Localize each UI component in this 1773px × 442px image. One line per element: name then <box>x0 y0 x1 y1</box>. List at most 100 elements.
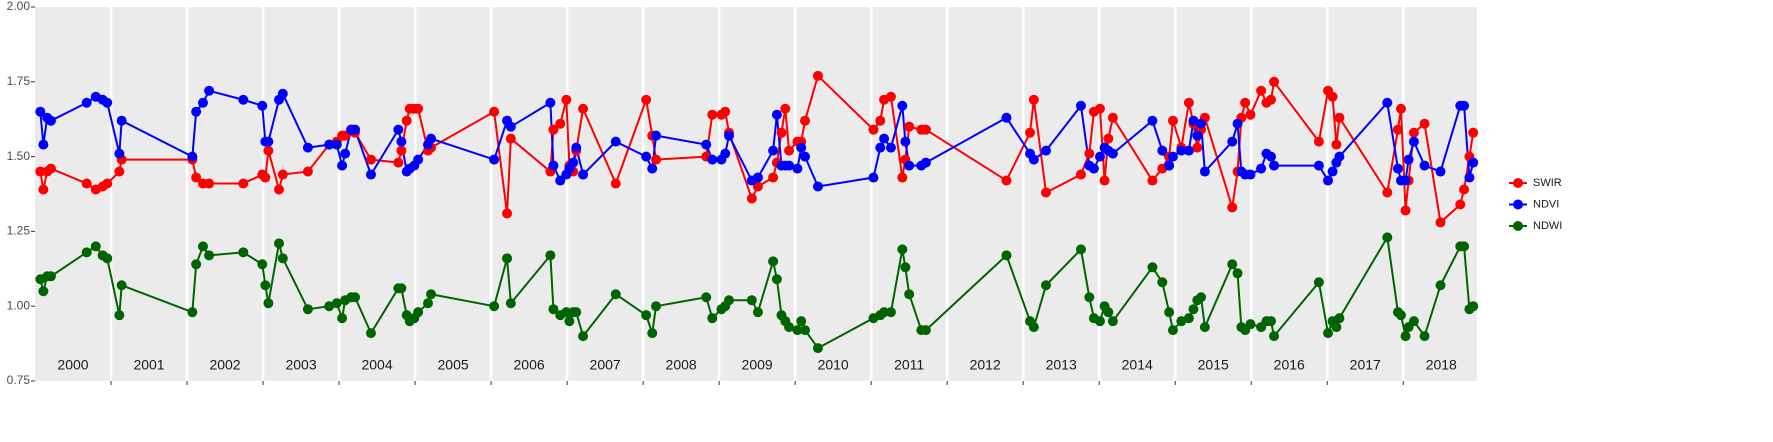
data-point <box>502 208 513 219</box>
data-point <box>1188 115 1199 126</box>
year-label: 2009 <box>742 357 773 373</box>
year-label: 2004 <box>361 357 392 373</box>
data-point <box>897 244 908 255</box>
data-point <box>784 160 795 171</box>
data-point <box>302 142 313 153</box>
data-point <box>792 325 803 336</box>
data-point <box>204 85 215 96</box>
year-label: 2015 <box>1198 357 1229 373</box>
data-point <box>1028 322 1039 333</box>
data-point <box>1256 163 1267 174</box>
data-point <box>1313 136 1324 147</box>
data-point <box>238 94 249 105</box>
data-point <box>1040 145 1051 156</box>
data-point <box>578 103 589 114</box>
data-point <box>426 289 437 300</box>
data-point <box>1323 328 1334 339</box>
data-point <box>578 169 589 180</box>
data-point <box>1232 118 1243 129</box>
data-point <box>812 70 823 81</box>
data-point <box>422 298 433 309</box>
data-point <box>1176 145 1187 156</box>
year-label: 2000 <box>57 357 88 373</box>
data-point <box>812 343 823 354</box>
data-point <box>1419 331 1430 342</box>
data-point <box>1400 331 1411 342</box>
data-point <box>45 115 56 126</box>
data-point <box>1192 130 1203 141</box>
data-point <box>116 115 127 126</box>
data-point <box>1382 97 1393 108</box>
data-point <box>641 151 652 162</box>
year-label: 2002 <box>209 357 240 373</box>
data-point <box>302 304 313 315</box>
year-label: 2001 <box>133 357 164 373</box>
data-point <box>90 241 101 252</box>
data-point <box>1107 316 1118 327</box>
data-point <box>746 193 757 204</box>
data-point <box>413 154 424 165</box>
data-point <box>1094 151 1105 162</box>
data-point <box>571 307 582 318</box>
data-point <box>35 106 46 117</box>
data-point <box>568 157 579 168</box>
data-point <box>81 178 92 189</box>
data-point <box>780 103 791 114</box>
data-point <box>720 106 731 117</box>
data-point <box>1075 169 1086 180</box>
data-point <box>800 151 811 162</box>
data-point <box>1147 175 1158 186</box>
data-point <box>768 145 779 156</box>
data-point <box>426 133 437 144</box>
data-point <box>197 97 208 108</box>
legend-key-point <box>1513 178 1523 188</box>
data-point <box>401 115 412 126</box>
data-point <box>868 124 879 135</box>
data-point <box>707 313 718 324</box>
data-point <box>1001 175 1012 186</box>
data-point <box>114 166 125 177</box>
data-point <box>324 139 335 150</box>
data-point <box>1408 127 1419 138</box>
legend-label: SWIR <box>1533 177 1562 189</box>
data-point <box>365 169 376 180</box>
data-point <box>1334 151 1345 162</box>
data-point <box>548 124 559 135</box>
data-point <box>1199 166 1210 177</box>
data-point <box>1232 268 1243 279</box>
data-point <box>1419 118 1430 129</box>
legend-key-point <box>1513 199 1523 210</box>
data-point <box>505 298 516 309</box>
data-point <box>187 307 198 318</box>
data-point <box>900 136 911 147</box>
data-point <box>610 289 621 300</box>
data-point <box>651 301 662 312</box>
data-point <box>1459 241 1470 252</box>
data-point <box>263 298 274 309</box>
data-point <box>502 253 513 264</box>
data-point <box>1459 100 1470 111</box>
data-point <box>1468 127 1479 138</box>
data-point <box>38 286 49 297</box>
data-point <box>707 154 718 165</box>
data-point <box>396 145 407 156</box>
data-point <box>102 253 113 264</box>
data-point <box>651 130 662 141</box>
data-point <box>768 256 779 267</box>
data-point <box>1088 163 1099 174</box>
data-point <box>1099 175 1110 186</box>
data-point <box>1455 199 1466 210</box>
data-point <box>1094 316 1105 327</box>
data-point <box>1408 136 1419 147</box>
data-point <box>641 94 652 105</box>
data-point <box>920 124 931 135</box>
year-label: 2006 <box>514 357 545 373</box>
data-point <box>724 295 735 306</box>
data-point <box>752 172 763 183</box>
data-point <box>1245 319 1256 330</box>
data-point <box>257 100 268 111</box>
data-point <box>1028 94 1039 105</box>
data-point <box>302 166 313 177</box>
data-point <box>1266 151 1276 162</box>
data-point <box>1199 322 1210 333</box>
